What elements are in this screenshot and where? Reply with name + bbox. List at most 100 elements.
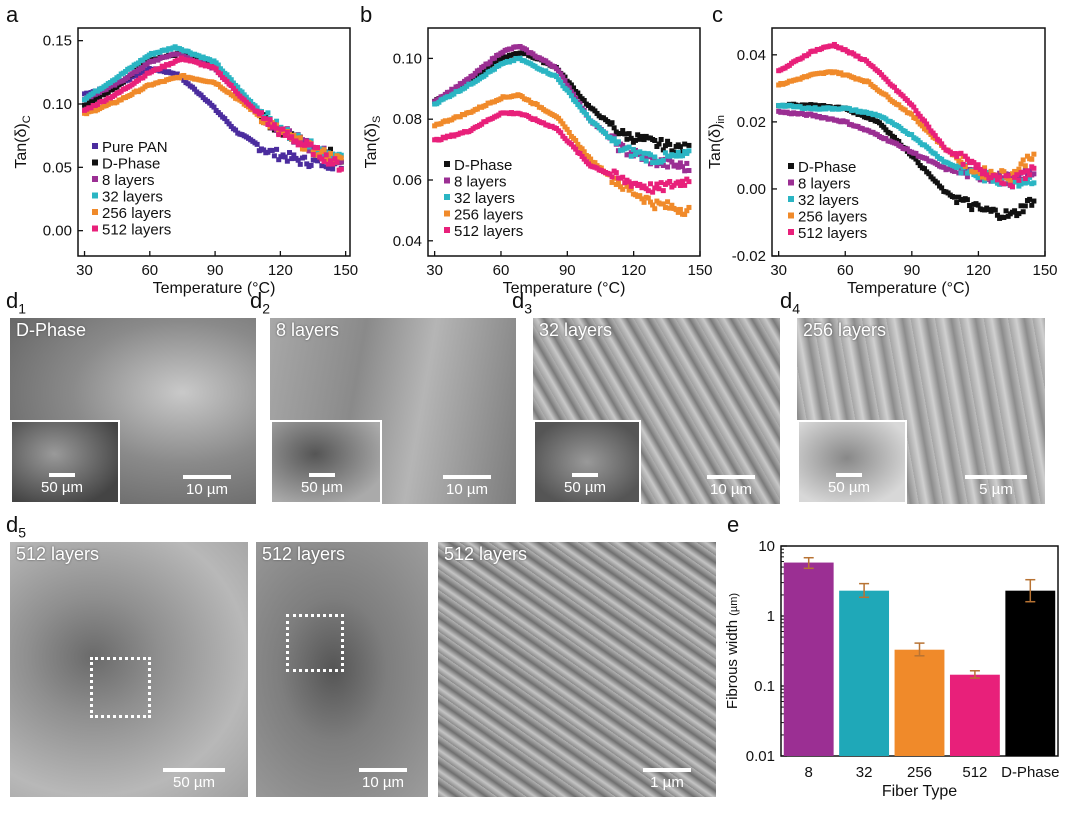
data-point: [581, 156, 587, 162]
data-point: [626, 131, 632, 137]
data-point: [639, 155, 645, 161]
data-point: [261, 120, 267, 126]
legend-marker: [444, 210, 450, 217]
data-point: [1022, 176, 1028, 182]
series-512-layers: [82, 55, 344, 173]
data-point: [650, 202, 656, 208]
data-point: [939, 185, 945, 191]
chart-c: [771, 27, 1046, 257]
series-512-layers: [776, 41, 1037, 190]
data-point: [669, 159, 675, 165]
data-point: [630, 146, 636, 152]
data-point: [982, 178, 988, 184]
data-point: [954, 200, 960, 206]
panel-label-e: e: [727, 512, 740, 537]
chart-b: [427, 27, 701, 257]
data-point: [639, 133, 645, 139]
data-point: [647, 199, 653, 205]
data-point: [556, 115, 562, 121]
data-point: [304, 161, 310, 167]
data-point: [866, 79, 872, 85]
data-point: [677, 183, 683, 189]
data-point: [665, 138, 671, 144]
data-point: [1024, 168, 1030, 174]
inset-scale-bar: 50 µm: [555, 473, 615, 496]
x-tick-label: 60: [141, 262, 158, 279]
data-point: [956, 163, 962, 169]
data-point: [560, 121, 566, 127]
legend-label: 512 layers: [798, 225, 867, 242]
data-point: [675, 164, 681, 170]
data-point: [558, 118, 564, 124]
data-point: [637, 181, 643, 187]
y-axis-label: Tan(δ)C: [13, 115, 33, 168]
data-point: [581, 97, 587, 103]
data-point: [915, 160, 921, 166]
data-point: [586, 103, 592, 109]
data-point: [988, 168, 994, 174]
data-point: [213, 66, 219, 72]
y-tick-label: 0.00: [737, 181, 766, 198]
scale-bar: 10 µm: [348, 768, 418, 791]
data-point: [613, 170, 619, 176]
data-point: [909, 132, 915, 138]
data-point: [667, 141, 673, 147]
data-point: [271, 122, 277, 128]
panel-label-b: b: [360, 2, 373, 27]
data-point: [979, 171, 985, 177]
data-point: [317, 152, 323, 158]
data-point: [1018, 181, 1024, 187]
data-point: [607, 171, 613, 177]
x-tick-label: 512: [962, 764, 987, 781]
data-point: [626, 179, 632, 185]
plot-frame: [77, 27, 351, 257]
data-point: [1027, 196, 1033, 202]
data-point: [1020, 209, 1026, 215]
data-point: [295, 132, 301, 138]
data-point: [667, 178, 673, 184]
data-point: [973, 164, 979, 170]
data-point: [628, 153, 634, 159]
data-point: [620, 128, 626, 134]
data-point: [566, 90, 572, 96]
data-point: [909, 111, 915, 117]
legend-label: D-Phase: [454, 157, 512, 174]
data-point: [885, 94, 891, 100]
data-point: [319, 163, 325, 169]
data-point: [609, 174, 615, 180]
data-point: [984, 172, 990, 178]
data-point: [1031, 171, 1037, 177]
data-points: [776, 41, 1037, 221]
sem-image-d2: 8 layers 50 µm 10 µm: [270, 318, 516, 504]
legend-marker: [92, 159, 98, 166]
data-point: [675, 149, 681, 155]
data-point: [977, 166, 983, 172]
data-point: [686, 179, 692, 185]
x-tick-label: D-Phase: [1001, 764, 1059, 781]
data-point: [302, 142, 308, 148]
x-tick-label: 60: [837, 262, 854, 279]
data-point: [660, 201, 666, 207]
data-point: [560, 74, 566, 80]
data-point: [1001, 169, 1007, 175]
data-point: [1022, 203, 1028, 209]
data-point: [1020, 169, 1026, 175]
data-point: [658, 180, 664, 186]
data-point: [282, 154, 288, 160]
data-point: [611, 125, 617, 131]
data-point: [588, 156, 594, 162]
x-tick-label: 60: [493, 262, 510, 279]
legend-marker: [92, 209, 98, 215]
data-point: [328, 146, 334, 152]
data-point: [656, 186, 662, 192]
data-point: [960, 161, 966, 167]
data-point: [979, 174, 985, 180]
data-point: [932, 151, 938, 157]
y-tick-label: 0.02: [737, 114, 766, 131]
data-point: [660, 188, 666, 194]
y-axis-unit: (µm): [728, 593, 740, 616]
scale-bar: 10 µm: [432, 475, 502, 498]
bar-8: [783, 562, 834, 756]
data-point: [652, 154, 658, 160]
